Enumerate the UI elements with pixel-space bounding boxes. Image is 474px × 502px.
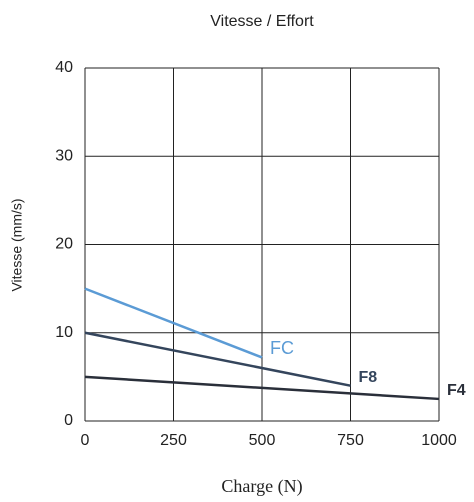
x-tick-label: 0 bbox=[81, 432, 90, 449]
series-line bbox=[84, 375, 440, 401]
x-axis-label: Charge (N) bbox=[221, 476, 302, 497]
x-tick-label: 1000 bbox=[421, 432, 457, 449]
series-label: F8 bbox=[359, 369, 378, 386]
x-tick-label: 750 bbox=[337, 432, 364, 449]
y-tick-label: 30 bbox=[55, 147, 73, 164]
chart-title: Vitesse / Effort bbox=[210, 13, 314, 30]
series-label: F4 bbox=[447, 382, 466, 399]
x-tick-label: 250 bbox=[160, 432, 187, 449]
y-tick-label: 20 bbox=[55, 236, 73, 253]
y-axis-label: Vitesse (mm/s) bbox=[9, 198, 25, 291]
series-line bbox=[84, 331, 351, 387]
y-tick-label: 40 bbox=[55, 59, 73, 76]
y-tick-label: 10 bbox=[55, 324, 73, 341]
series-line bbox=[84, 287, 263, 359]
y-tick-label: 0 bbox=[64, 412, 73, 429]
series-label: FC bbox=[270, 338, 294, 358]
x-tick-label: 500 bbox=[249, 432, 276, 449]
